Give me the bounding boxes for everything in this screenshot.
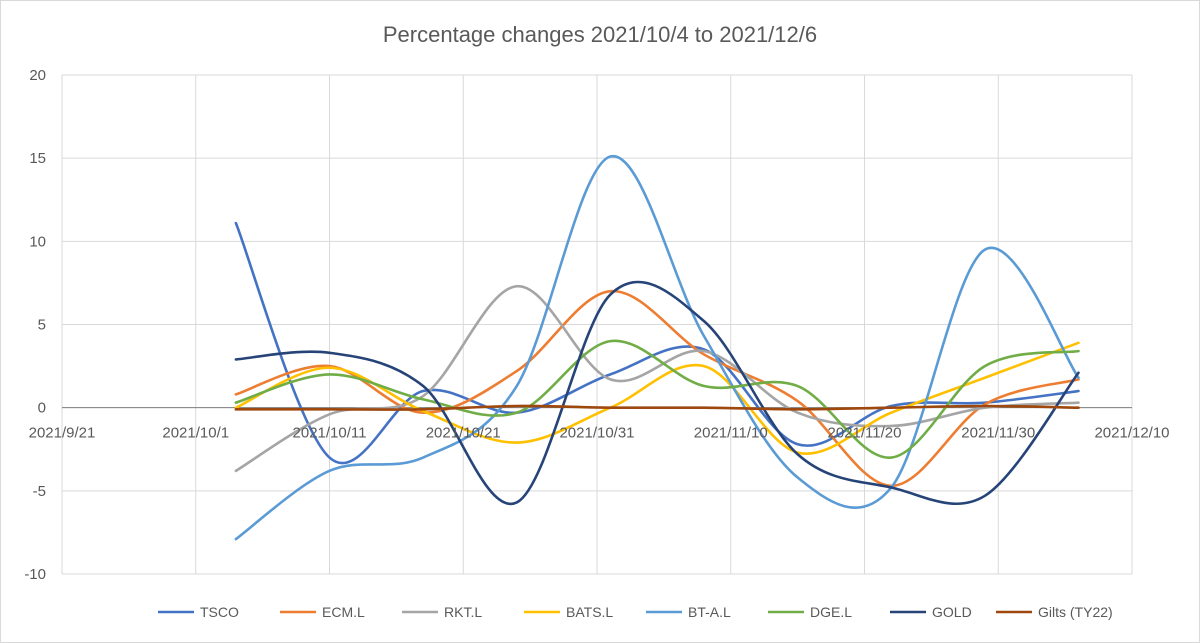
legend-item-rkt-l: RKT.L bbox=[402, 604, 482, 620]
x-tick-label: 2021/9/21 bbox=[29, 425, 96, 442]
series-line-gold bbox=[234, 280, 1080, 506]
legend-label: BT-A.L bbox=[688, 604, 731, 620]
legend-item-dge-l: DGE.L bbox=[768, 604, 852, 620]
y-tick-label: -5 bbox=[33, 483, 46, 500]
series-line-ecm-l bbox=[234, 289, 1080, 488]
legend-item-ecm-l: ECM.L bbox=[280, 604, 365, 620]
legend-label: BATS.L bbox=[566, 604, 613, 620]
legend-label: ECM.L bbox=[322, 604, 365, 620]
y-tick-label: 20 bbox=[29, 67, 46, 84]
x-axis-ticks: 2021/9/21 2021/10/1 2021/10/11 2021/10/21 20… bbox=[29, 425, 1170, 442]
x-tick-label: 2021/10/31 bbox=[559, 425, 634, 442]
y-axis-ticks: -10 -5 0 5 10 15 20 bbox=[24, 67, 46, 583]
series-line-dge-l bbox=[234, 339, 1080, 459]
legend-item-gold: GOLD bbox=[890, 604, 972, 620]
legend-label: GOLD bbox=[932, 604, 972, 620]
legend-item-gilts-ty22: Gilts (TY22) bbox=[996, 604, 1113, 620]
chart-title: Percentage changes 2021/10/4 to 2021/12/… bbox=[383, 22, 817, 47]
legend-label: TSCO bbox=[200, 604, 239, 620]
series-line-gilts-ty22 bbox=[234, 404, 1080, 411]
x-tick-label: 2021/10/1 bbox=[162, 425, 229, 442]
series-line-tsco bbox=[234, 221, 1080, 465]
legend-label: Gilts (TY22) bbox=[1038, 604, 1113, 620]
series-line-bt-a-l bbox=[234, 155, 1080, 541]
legend-item-bt-a-l: BT-A.L bbox=[646, 604, 731, 620]
y-tick-label: 5 bbox=[38, 317, 46, 334]
x-tick-label: 2021/12/10 bbox=[1094, 425, 1169, 442]
y-tick-label: 10 bbox=[29, 233, 46, 250]
y-tick-label: 15 bbox=[29, 150, 46, 167]
series-lines bbox=[234, 155, 1080, 541]
x-tick-label: 2021/11/10 bbox=[694, 425, 768, 442]
x-tick-label: 2021/11/30 bbox=[961, 425, 1035, 442]
legend: TSCO ECM.L RKT.L BATS.L BT-A.L DGE.L GOLD Gilts… bbox=[158, 604, 1113, 620]
legend-label: RKT.L bbox=[444, 604, 482, 620]
x-tick-label: 2021/10/21 bbox=[426, 425, 501, 442]
y-tick-label: 0 bbox=[38, 400, 46, 417]
y-tick-label: -10 bbox=[24, 566, 46, 583]
x-tick-label: 2021/10/11 bbox=[293, 425, 367, 442]
legend-label: DGE.L bbox=[810, 604, 852, 620]
legend-item-bats-l: BATS.L bbox=[524, 604, 613, 620]
legend-item-tsco: TSCO bbox=[158, 604, 239, 620]
x-tick-label: 2021/11/20 bbox=[828, 425, 902, 442]
